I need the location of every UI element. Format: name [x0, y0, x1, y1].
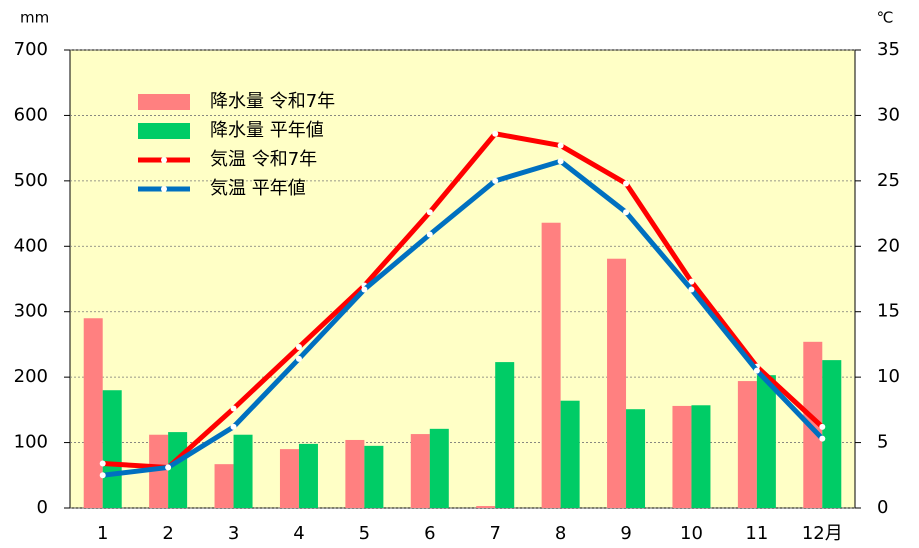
x-tick-label: 3: [228, 523, 239, 544]
legend-swatch: [138, 94, 190, 110]
bar: [298, 443, 318, 508]
bar: [102, 390, 122, 508]
x-tick-label: 10: [680, 523, 703, 544]
y-tick-label: 500: [14, 170, 48, 191]
point: [295, 355, 302, 362]
legend-swatch: [161, 157, 167, 163]
x-tick-label: 5: [359, 523, 370, 544]
y-tick-label: 300: [14, 301, 48, 322]
y2-tick-label: 10: [877, 366, 900, 387]
x-tick-label: 7: [489, 523, 500, 544]
point: [557, 142, 564, 149]
bar: [626, 409, 646, 508]
y2-unit: ℃: [877, 9, 894, 27]
point: [361, 286, 368, 293]
point: [99, 472, 106, 479]
y-tick-label: 0: [37, 497, 48, 518]
bar: [410, 434, 430, 508]
y2-tick-label: 5: [877, 432, 888, 453]
bar: [83, 318, 103, 508]
bar: [233, 434, 253, 508]
legend-label: 降水量 令和7年: [210, 91, 335, 112]
line: [102, 158, 825, 478]
point: [623, 180, 630, 187]
bar: [364, 445, 384, 508]
bar: [822, 360, 842, 508]
legend-swatch: [161, 186, 167, 192]
point: [688, 278, 695, 285]
point: [557, 158, 564, 165]
y-tick-label: 700: [14, 39, 48, 60]
x-tick-label: 11: [745, 523, 768, 544]
bar: [429, 428, 449, 508]
point: [819, 435, 826, 442]
legend-swatch: [138, 123, 190, 139]
point: [426, 209, 433, 216]
y-unit: mm: [20, 9, 49, 27]
x-tick-label: 6: [424, 523, 435, 544]
legend-label: 気温 平年値: [210, 178, 306, 199]
bar: [279, 449, 299, 508]
bar: [495, 362, 515, 508]
point: [165, 464, 172, 471]
y2-tick-label: 20: [877, 235, 900, 256]
legend-label: 気温 令和7年: [210, 149, 317, 170]
bar: [476, 506, 496, 508]
bar: [737, 381, 757, 508]
y2-tick-label: 25: [877, 170, 900, 191]
plot-area: [69, 49, 856, 509]
y2-tick-label: 0: [877, 497, 888, 518]
y2-tick-label: 30: [877, 104, 900, 125]
y-tick-label: 200: [14, 366, 48, 387]
point: [230, 423, 237, 430]
point: [230, 405, 237, 412]
bar: [541, 222, 561, 508]
y-tick-label: 400: [14, 235, 48, 256]
point: [623, 209, 630, 216]
bar: [560, 400, 580, 508]
y2-tick-label: 35: [877, 39, 900, 60]
y2-tick-label: 15: [877, 301, 900, 322]
legend-label: 降水量 平年値: [210, 120, 324, 141]
point: [688, 286, 695, 293]
x-tick-label: 2: [162, 523, 173, 544]
point: [492, 130, 499, 137]
point: [819, 423, 826, 430]
x-tick-label: 8: [555, 523, 566, 544]
point: [426, 231, 433, 238]
point: [99, 460, 106, 467]
bar: [803, 341, 823, 508]
point: [492, 177, 499, 184]
bar: [756, 375, 776, 508]
point: [295, 344, 302, 351]
bar: [607, 258, 627, 508]
point: [753, 367, 760, 374]
x-tick-label: 4: [293, 523, 304, 544]
line: [102, 131, 824, 470]
bar: [168, 432, 188, 508]
y-tick-label: 100: [14, 432, 48, 453]
x-tick-label: 12月: [802, 523, 843, 544]
bar: [149, 434, 169, 508]
y-tick-label: 600: [14, 104, 48, 125]
x-tick-label: 9: [620, 523, 631, 544]
x-tick-label: 1: [97, 523, 108, 544]
bar: [345, 439, 365, 508]
bar: [214, 464, 234, 508]
bar: [672, 405, 692, 508]
bar: [691, 405, 711, 508]
